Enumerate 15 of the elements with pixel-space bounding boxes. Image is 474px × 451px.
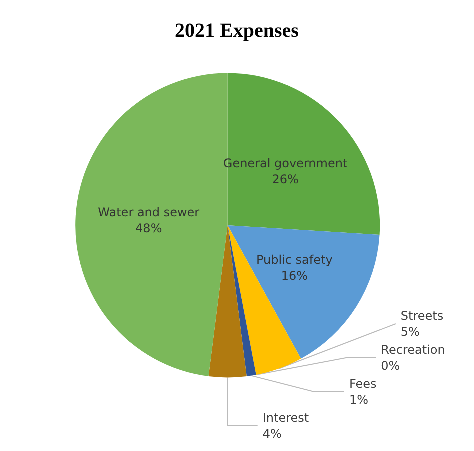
data-label: 26% bbox=[272, 172, 299, 186]
slice-label: Public safety bbox=[256, 252, 333, 267]
slice-label: Fees bbox=[349, 377, 377, 391]
chart-title: 2021 Expenses bbox=[175, 20, 300, 42]
data-label: 1% bbox=[349, 393, 368, 407]
slice-label: Water and sewer bbox=[98, 206, 200, 220]
data-label: 4% bbox=[262, 427, 282, 441]
text: 0% bbox=[381, 359, 400, 373]
slice-label: General government bbox=[223, 156, 348, 170]
data-label: 16% bbox=[281, 268, 308, 283]
slice-label: Streets bbox=[400, 309, 444, 323]
category-label: Recreation bbox=[381, 343, 446, 357]
data-label: 48% bbox=[136, 222, 162, 236]
slice-label: Interest bbox=[262, 411, 310, 425]
data-label: 5% bbox=[400, 325, 420, 339]
